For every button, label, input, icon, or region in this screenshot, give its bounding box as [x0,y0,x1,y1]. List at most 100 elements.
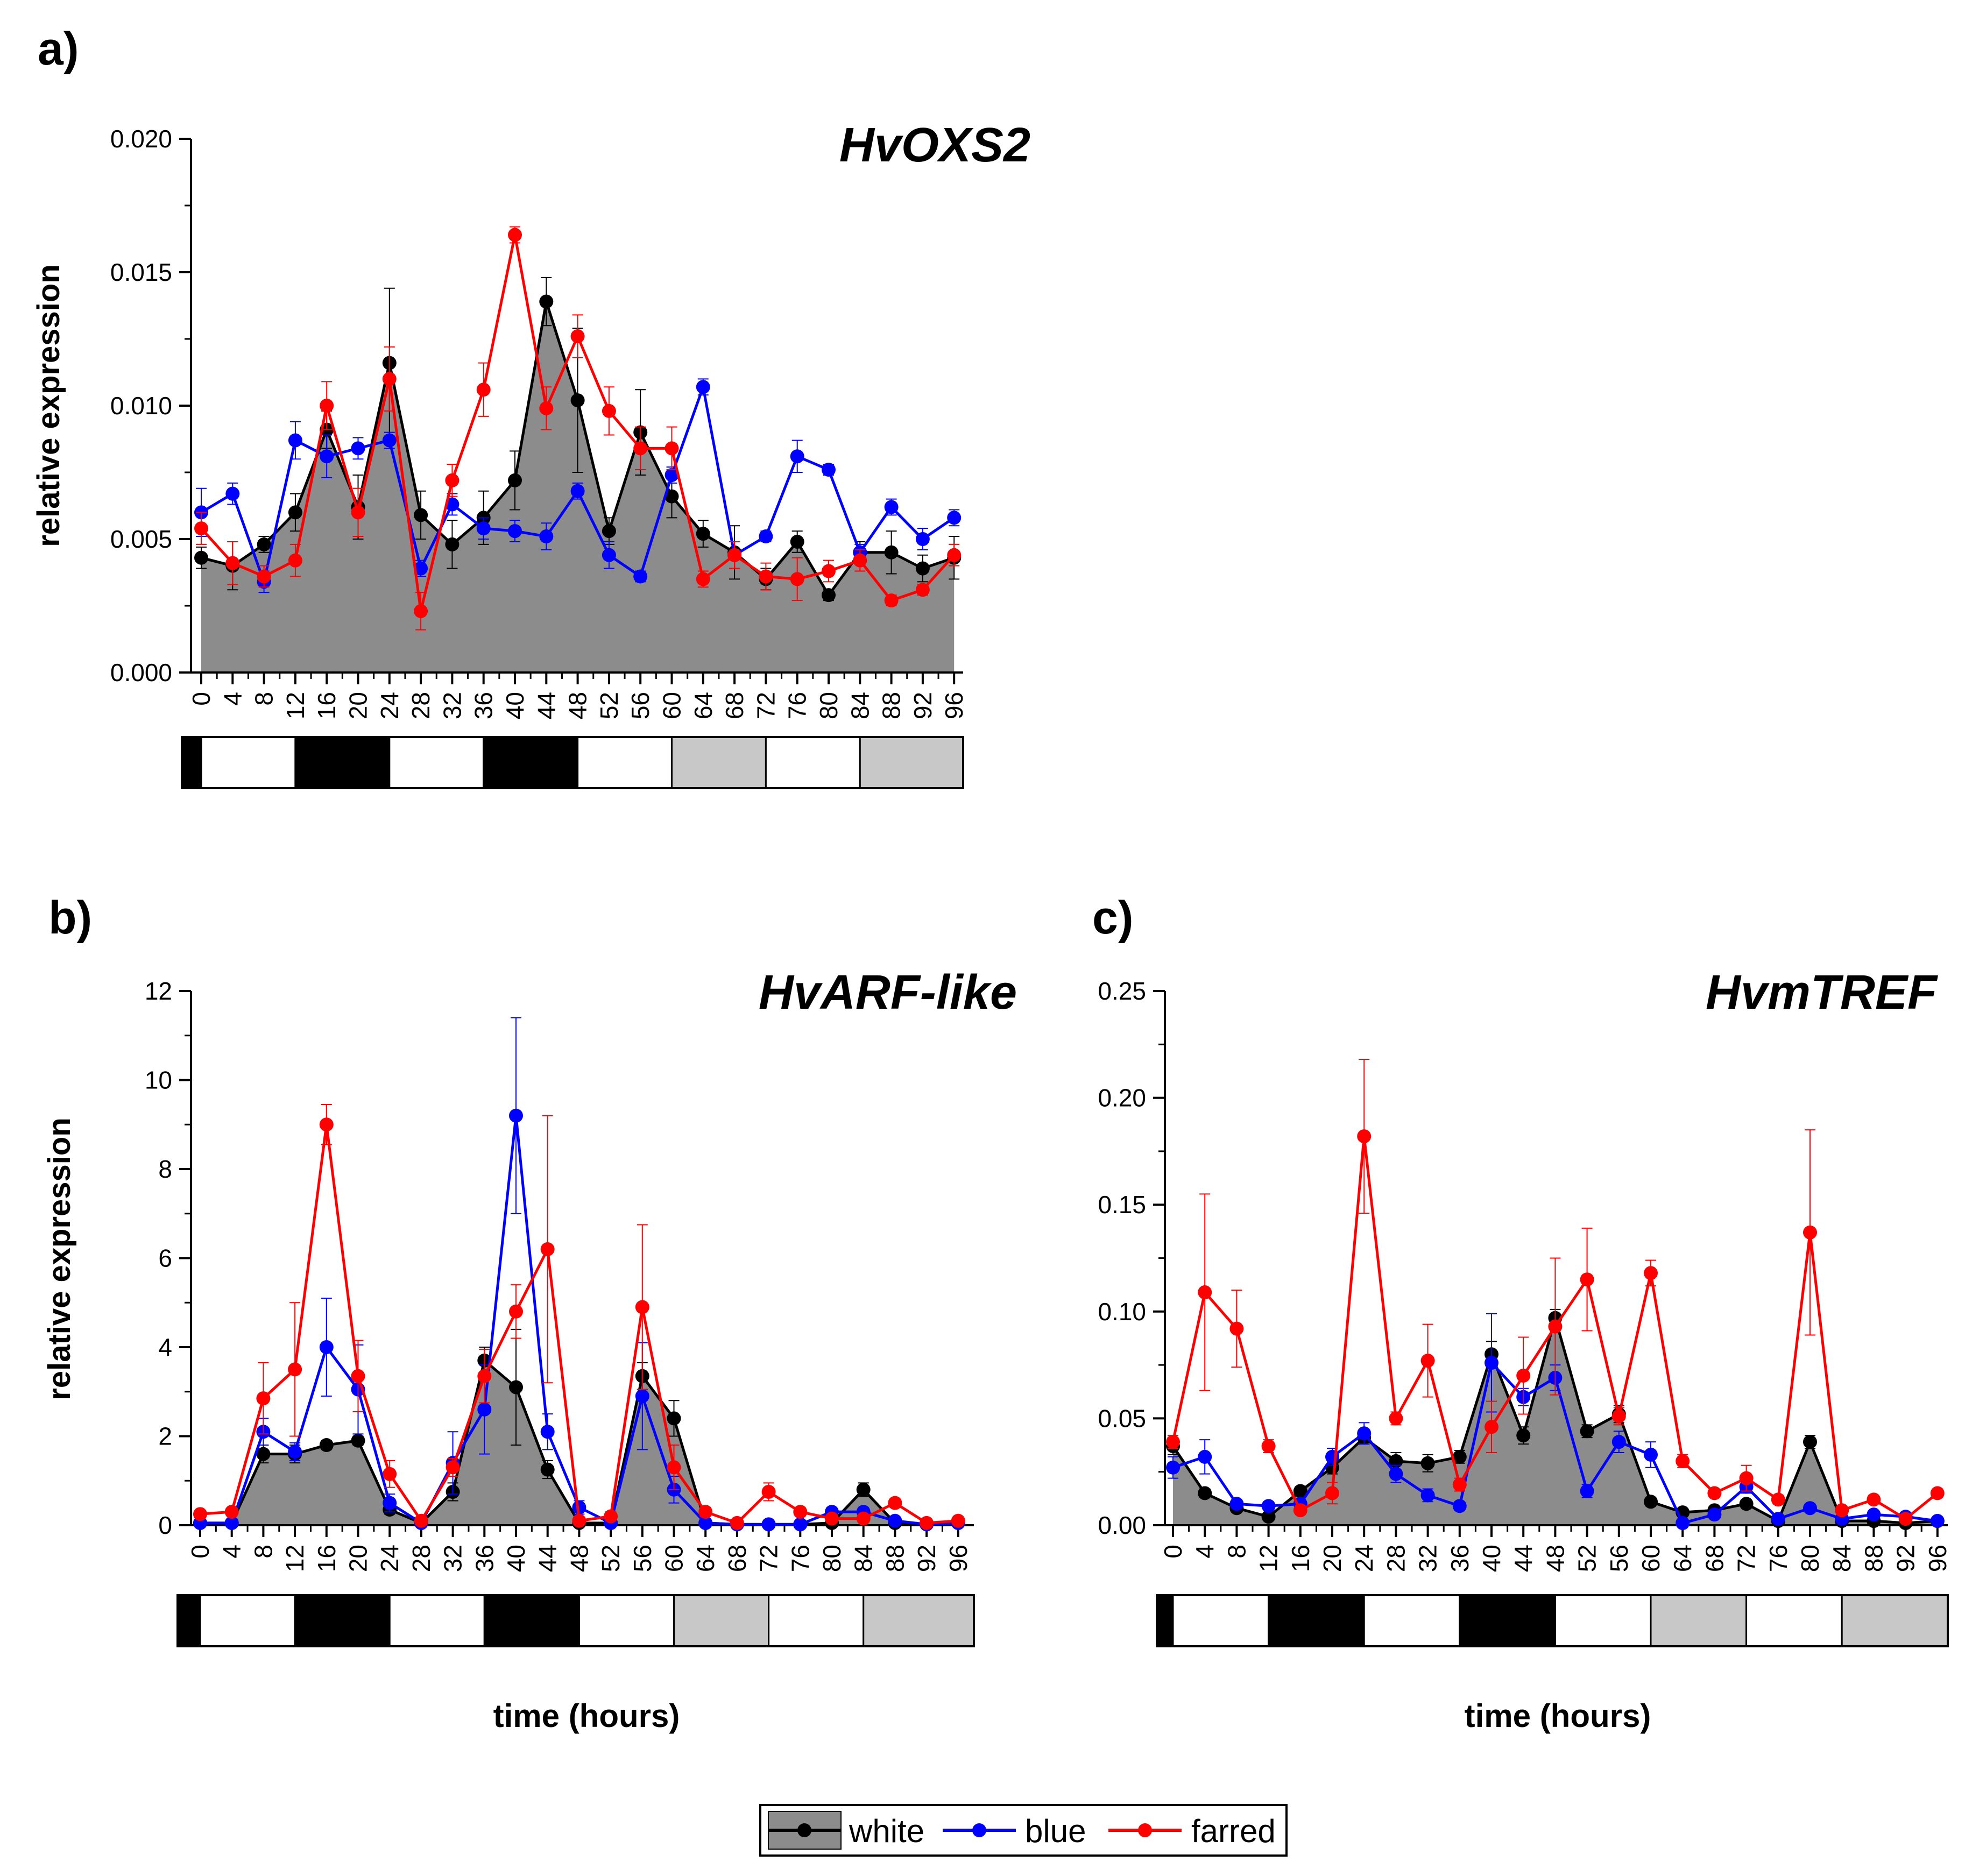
schedule-segment-dark [1459,1594,1556,1647]
data-point-blue [698,1516,713,1530]
y-tick-label: 0.25 [1098,977,1146,1005]
data-point-farred [1166,1435,1180,1449]
y-tick-label: 0.00 [1098,1511,1146,1539]
data-point-blue [509,1108,523,1123]
x-tick-label: 52 [595,692,623,719]
data-point-farred [1293,1503,1307,1518]
data-point-farred [445,473,460,487]
x-tick-label: 92 [913,1545,941,1572]
panel-label: a) [38,23,79,75]
data-point-white [570,393,585,408]
schedule-segment-light [200,736,296,789]
data-point-blue [288,1445,302,1459]
data-point-white [1516,1428,1531,1443]
data-point-farred [1739,1471,1754,1485]
data-point-farred [1898,1512,1913,1526]
x-tick-label: 0 [187,692,215,706]
data-point-blue [1198,1449,1212,1464]
y-tick-label: 10 [145,1066,172,1094]
x-tick-label: 60 [1637,1545,1665,1572]
schedule-segment-dark [1268,1594,1365,1647]
series-farred [1166,1059,1945,1526]
data-point-white [319,1438,334,1453]
data-point-blue [1580,1484,1594,1498]
x-tick-label: 44 [534,1545,562,1572]
data-point-white [1261,1510,1276,1524]
y-tick-label: 12 [145,977,172,1005]
data-point-farred [790,572,804,586]
data-point-blue [572,1500,586,1514]
data-point-farred [1357,1129,1372,1144]
data-point-blue [1930,1514,1945,1528]
data-point-farred [1835,1503,1849,1518]
data-point-farred [319,1117,334,1132]
data-point-blue [1166,1460,1180,1475]
data-point-farred [602,403,616,418]
x-tick-label: 28 [407,1545,435,1572]
data-point-farred [1198,1285,1212,1300]
x-tick-label: 64 [1669,1545,1697,1572]
data-point-farred [822,564,836,578]
legend-marker-blue [972,1823,986,1837]
panel-label: b) [48,892,92,944]
schedule-segment-dark [483,736,579,789]
x-tick-label: 48 [1541,1545,1569,1572]
y-tick-label: 0.05 [1098,1404,1146,1432]
data-point-blue [1389,1467,1403,1481]
data-point-farred [446,1460,460,1475]
legend-marker-farred [1138,1823,1152,1837]
data-point-white [508,473,522,487]
data-point-farred [224,1505,239,1519]
data-point-white [256,1447,271,1461]
x-tick-label: 32 [439,1545,467,1572]
x-tick-label: 24 [1350,1545,1378,1572]
y-axis-label: relative expression [31,264,66,547]
x-axis-label: time (hours) [1465,1698,1651,1734]
data-point-farred [730,1516,744,1530]
y-tick-label: 4 [158,1333,172,1361]
data-point-farred [884,593,899,608]
x-tick-label: 48 [564,692,592,719]
x-tick-label: 12 [1255,1545,1283,1572]
chart-title: HvOXS2 [839,118,1030,172]
x-tick-label: 56 [626,692,654,719]
data-point-white [257,537,271,551]
x-tick-label: 60 [660,1545,688,1572]
data-point-farred [256,1391,271,1406]
data-point-blue [224,1516,239,1530]
data-point-farred [856,1511,871,1526]
data-point-farred [351,505,365,520]
data-point-blue [1611,1435,1626,1449]
schedule-segment-dark [294,1594,391,1647]
data-point-blue [1420,1488,1435,1503]
x-tick-label: 68 [720,692,748,719]
data-point-farred [793,1505,808,1519]
data-point-blue [477,1402,492,1417]
light-schedule-bar [181,736,964,789]
schedule-segment-grey [859,736,964,789]
x-tick-label: 24 [376,1545,404,1572]
data-point-white [288,505,302,520]
x-tick-label: 16 [313,1545,341,1572]
x-tick-label: 36 [470,1545,498,1572]
schedule-segment-grey [673,1594,770,1647]
y-axis-label: relative expression [42,1117,77,1400]
data-point-farred [193,1507,207,1521]
series-farred [193,1104,965,1530]
x-tick-label: 16 [1287,1545,1314,1572]
data-point-blue [635,1389,649,1404]
data-point-white [790,534,804,549]
x-tick-label: 68 [1700,1545,1728,1572]
x-tick-label: 20 [1318,1545,1346,1572]
schedule-frame [176,1594,975,1647]
schedule-segment-light [1745,1594,1843,1647]
data-point-farred [320,399,334,413]
x-tick-label: 96 [1924,1545,1952,1572]
data-point-blue [320,449,334,464]
data-point-blue [445,497,460,512]
data-point-farred [633,441,648,456]
x-tick-label: 20 [344,1545,372,1572]
panel-c: c) HvmTREF 0.000.050.100.150.200.250 4 8 12… [1092,892,1952,1734]
x-axis-label: time (hours) [493,1698,680,1734]
